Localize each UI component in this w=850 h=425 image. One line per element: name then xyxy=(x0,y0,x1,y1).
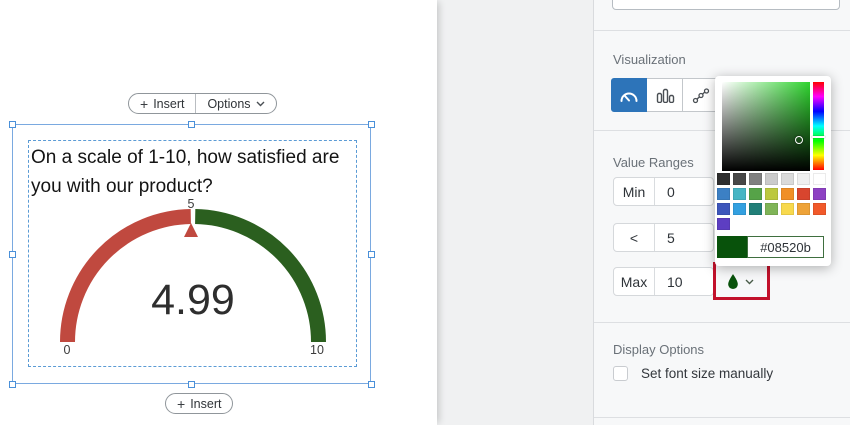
display-options-section-label: Display Options xyxy=(613,342,705,357)
bar-chart-icon xyxy=(656,88,674,103)
gauge-icon xyxy=(620,92,638,102)
resize-handle-bottom-mid[interactable] xyxy=(188,381,195,388)
gauge-pointer xyxy=(184,223,198,237)
font-size-checkbox-label: Set font size manually xyxy=(641,366,774,381)
value-range-row-min: Min 0 xyxy=(613,177,714,206)
threshold-value-input[interactable]: 5 xyxy=(667,229,675,246)
max-value-input[interactable]: 10 xyxy=(667,273,683,290)
plus-icon: + xyxy=(140,95,149,112)
color-swatch[interactable] xyxy=(781,173,794,185)
insert-below-button[interactable]: + Insert xyxy=(166,394,232,413)
section-divider xyxy=(594,322,850,323)
options-button-label: Options xyxy=(207,96,251,111)
insert-button[interactable]: + Insert xyxy=(129,94,195,113)
color-swatch[interactable] xyxy=(749,173,762,185)
color-swatch[interactable] xyxy=(813,173,826,185)
gauge-value: 4.99 xyxy=(151,276,235,324)
color-swatch[interactable] xyxy=(797,203,810,215)
viz-gauge-button[interactable] xyxy=(611,78,647,112)
resize-handle-top-right[interactable] xyxy=(368,121,375,128)
gauge-min-tick-label: 0 xyxy=(64,343,71,357)
color-swatch[interactable] xyxy=(765,188,778,200)
line-chart-icon xyxy=(692,87,709,103)
settings-panel: Visualization Value Ranges xyxy=(593,0,850,425)
resize-handle-bottom-left[interactable] xyxy=(9,381,16,388)
color-swatch[interactable] xyxy=(797,188,810,200)
gauge-chart: 5 4.99 0 10 xyxy=(60,197,326,357)
color-swatch[interactable] xyxy=(717,218,730,230)
saturation-marker[interactable] xyxy=(795,136,803,144)
color-swatch[interactable] xyxy=(813,188,826,200)
hue-slider[interactable] xyxy=(813,82,824,170)
gauge-arc-high xyxy=(194,209,326,343)
widget-question-title: On a scale of 1-10, how satisfied are yo… xyxy=(31,147,340,197)
color-swatch[interactable] xyxy=(797,173,810,185)
swatch-row xyxy=(717,188,826,200)
font-size-checkbox[interactable] xyxy=(613,366,628,381)
viz-line-chart-button[interactable] xyxy=(683,78,719,112)
insert-button-label: Insert xyxy=(153,96,185,111)
visualization-type-group xyxy=(611,78,719,112)
color-droplet-icon xyxy=(728,273,738,289)
selected-color-preview xyxy=(717,236,747,258)
value-ranges-section-label: Value Ranges xyxy=(613,155,694,170)
color-swatch[interactable] xyxy=(717,188,730,200)
swatch-row xyxy=(717,218,730,230)
widget-inner-boundary xyxy=(28,140,357,367)
threshold-row-label: < xyxy=(614,224,655,251)
insert-below-button-label: Insert xyxy=(190,396,222,411)
color-swatch[interactable] xyxy=(765,173,778,185)
gauge-mid-tick-label: 5 xyxy=(188,197,195,211)
swatch-row xyxy=(717,173,826,185)
swatch-row xyxy=(717,203,826,215)
panel-text-input[interactable] xyxy=(612,0,840,10)
max-row-label: Max xyxy=(614,268,655,295)
min-value-input[interactable]: 0 xyxy=(667,183,675,200)
color-swatch[interactable] xyxy=(733,203,746,215)
widget-bottom-toolbar: + Insert xyxy=(165,393,234,414)
resize-handle-top-left[interactable] xyxy=(9,121,16,128)
section-divider xyxy=(594,417,850,418)
tutorial-highlight-box xyxy=(713,262,770,300)
widget-top-toolbar: + Insert Options xyxy=(128,93,277,114)
color-swatch[interactable] xyxy=(781,203,794,215)
color-swatch[interactable] xyxy=(733,173,746,185)
plus-icon: + xyxy=(177,395,186,412)
gauge-max-tick-label: 10 xyxy=(310,343,324,357)
chevron-down-icon xyxy=(745,279,754,284)
color-swatch[interactable] xyxy=(813,203,826,215)
resize-handle-mid-right[interactable] xyxy=(368,251,375,258)
value-range-row-max: Max 10 xyxy=(613,267,714,296)
color-swatch[interactable] xyxy=(781,188,794,200)
section-divider xyxy=(594,30,850,31)
visualization-section-label: Visualization xyxy=(613,52,686,67)
color-swatch[interactable] xyxy=(733,188,746,200)
hex-color-input[interactable]: #08520b xyxy=(747,236,824,258)
hue-slider-marker[interactable] xyxy=(812,136,825,138)
max-color-dropdown-button[interactable] xyxy=(719,267,761,296)
chevron-down-icon xyxy=(256,101,265,106)
color-swatch[interactable] xyxy=(717,203,730,215)
resize-handle-bottom-right[interactable] xyxy=(368,381,375,388)
value-range-row-threshold: < 5 xyxy=(613,223,714,252)
gauge-arc-low xyxy=(60,209,192,343)
resize-handle-top-mid[interactable] xyxy=(188,121,195,128)
color-swatch[interactable] xyxy=(765,203,778,215)
color-swatch[interactable] xyxy=(717,173,730,185)
color-swatch[interactable] xyxy=(749,188,762,200)
color-picker-popup: #08520b xyxy=(715,76,831,266)
options-button[interactable]: Options xyxy=(195,94,275,113)
min-row-label: Min xyxy=(614,178,655,205)
viz-bar-chart-button[interactable] xyxy=(647,78,683,112)
resize-handle-mid-left[interactable] xyxy=(9,251,16,258)
color-swatch[interactable] xyxy=(749,203,762,215)
color-saturation-area[interactable] xyxy=(722,82,810,171)
canvas-page: + Insert Options On a scale of 1-10, how… xyxy=(0,0,437,425)
